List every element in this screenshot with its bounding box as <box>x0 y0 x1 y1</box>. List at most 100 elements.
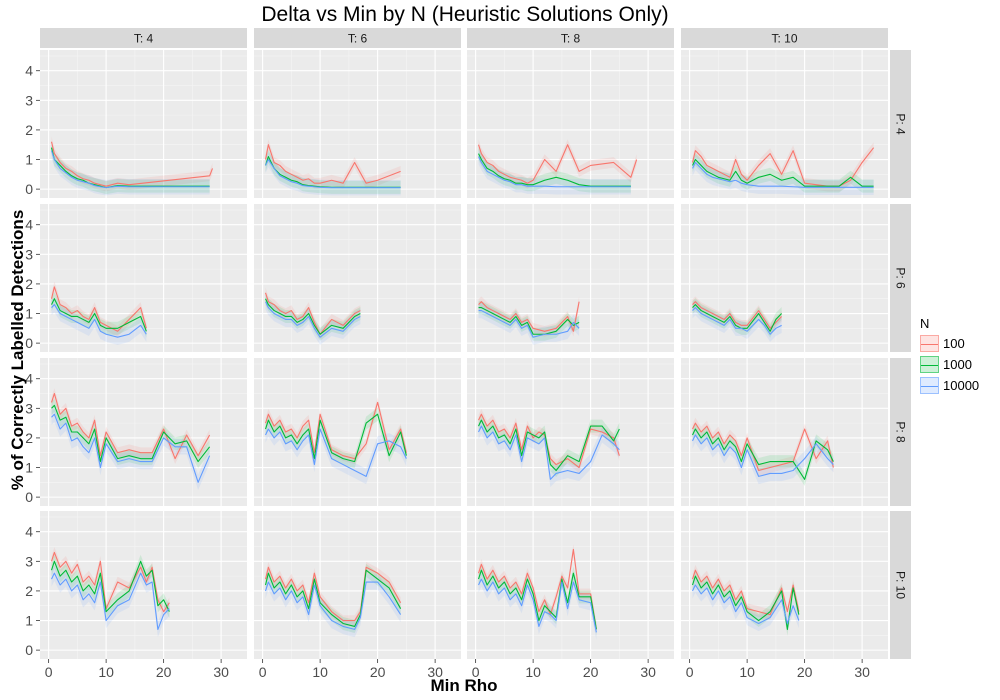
strip-label-p-8: P: 8 <box>894 421 908 443</box>
panel-t-10-p-4-ribbon-n1000 <box>692 153 874 193</box>
strip-label-p-6: P: 6 <box>894 267 908 289</box>
panel-t-10-p-6-ribbon-n10000 <box>692 299 782 342</box>
x-tick-label: 10 <box>739 664 755 680</box>
panel-t-4-p-8-series-n1000 <box>51 404 211 463</box>
panel-t-6-p-8-ribbon-n100 <box>265 397 407 464</box>
strip-label-t-4: T: 4 <box>134 32 154 46</box>
panel-t-8-p-6-series-n10000 <box>478 310 580 338</box>
legend-key-1000 <box>920 356 939 373</box>
panel-t-4-p-8-series-n10000 <box>51 413 211 483</box>
legend-label-10000: 10000 <box>943 378 980 393</box>
panel-t-4-p-4-series-n100 <box>50 141 214 187</box>
legend: N 100 1000 10000 <box>920 316 979 396</box>
panel-t-10-p-10-series-n100 <box>691 569 800 616</box>
y-tick-label: 2 <box>25 276 33 292</box>
panel-t-4-p-4-series-n10000 <box>50 150 210 189</box>
y-axis-title: % of Correctly Labelled Detections <box>8 209 27 491</box>
panel-t-10-p-6-series-n1000 <box>692 304 783 332</box>
panel-t-10-p-6-series-n100 <box>692 301 783 329</box>
panel-t-10-p-8-background <box>681 358 888 506</box>
panel-t-8-p-8-series-n100 <box>478 413 620 469</box>
y-tick-label: 2 <box>25 583 33 599</box>
panel-t-6-p-8-series-n100 <box>264 401 407 460</box>
legend-key-100 <box>920 335 939 352</box>
legend-label-1000: 1000 <box>943 357 972 372</box>
strip-label-t-6: T: 6 <box>348 32 368 46</box>
panel-t-8-p-10-series-n1000 <box>477 569 597 630</box>
panel-t-8-p-6-series-n1000 <box>478 307 580 335</box>
panel-t-8-p-8-background <box>467 358 674 506</box>
x-tick-label: 10 <box>98 664 114 680</box>
y-tick-label: 1 <box>25 306 33 322</box>
panel-t-6-p-8-series-n1000 <box>264 413 407 463</box>
x-tick-label: 30 <box>640 664 656 680</box>
panel-t-8-p-4-series-n1000 <box>478 153 631 187</box>
chart-title: Delta vs Min by N (Heuristic Solutions O… <box>261 3 669 26</box>
panel-t-8-p-6-ribbon-n100 <box>478 296 580 337</box>
legend-item-10000: 10000 <box>920 375 979 396</box>
x-tick-label: 30 <box>427 664 443 680</box>
panel-t-6-p-6-background <box>254 204 461 352</box>
panel-t-6-p-10-series-n100 <box>264 566 402 622</box>
strip-p-4 <box>890 50 911 198</box>
y-tick-label: 3 <box>25 246 33 262</box>
panel-t-6-p-10-series-n10000 <box>264 581 402 630</box>
panel-t-8-p-8-ribbon-n100 <box>478 408 620 473</box>
x-tick-label: 20 <box>797 664 813 680</box>
legend-item-1000: 1000 <box>920 354 979 375</box>
panel-t-10-p-10-series-n10000 <box>692 584 800 625</box>
y-tick-label: 2 <box>25 430 33 446</box>
panel-t-4-p-6-ribbon-n10000 <box>51 296 147 345</box>
panel-t-4-p-8-series-n100 <box>50 392 211 460</box>
legend-item-100: 100 <box>920 333 979 354</box>
panel-t-10-p-4-series-n10000 <box>692 161 874 188</box>
panel-t-10-p-6-series-n10000 <box>692 307 782 335</box>
y-tick-label: 1 <box>25 613 33 629</box>
panel-t-8-p-8-series-n1000 <box>478 419 620 472</box>
y-tick-label: 0 <box>25 642 33 658</box>
panel-t-6-p-8-series-n10000 <box>265 428 407 477</box>
panel-t-10-p-6-background <box>681 204 888 352</box>
panel-t-10-p-10-background <box>681 511 888 659</box>
panel-t-6-p-4-ribbon-n100 <box>265 139 401 189</box>
y-tick-label: 1 <box>25 460 33 476</box>
panel-t-10-p-8-ribbon-n100 <box>692 417 834 476</box>
y-tick-label: 4 <box>25 371 33 387</box>
strip-p-10 <box>890 511 911 659</box>
panel-t-4-p-6-background <box>40 204 247 352</box>
panel-t-6-p-6-ribbon-n1000 <box>265 292 361 341</box>
panel-t-4-p-10-series-n1000 <box>50 560 170 613</box>
panel-t-4-p-4-ribbon-n100 <box>51 136 213 192</box>
panel-t-10-p-10-series-n1000 <box>691 575 800 630</box>
y-tick-label: 3 <box>25 400 33 416</box>
panel-t-4-p-10-background <box>40 511 247 659</box>
panel-t-4-p-8-ribbon-n1000 <box>51 398 210 469</box>
panel-t-10-p-4-ribbon-n100 <box>692 142 874 192</box>
panel-t-8-p-6-series-n100 <box>478 301 580 332</box>
x-tick-label: 0 <box>259 664 267 680</box>
panel-t-10-p-8-series-n1000 <box>692 428 834 480</box>
panel-t-4-p-6-series-n1000 <box>51 298 147 332</box>
panel-t-6-p-8-ribbon-n10000 <box>265 421 407 485</box>
strip-t-6 <box>254 28 461 48</box>
panel-t-8-p-4-ribbon-n1000 <box>478 147 631 193</box>
y-tick-label: 0 <box>25 489 33 505</box>
legend-key-10000 <box>920 377 939 394</box>
panel-t-6-p-6-series-n1000 <box>265 298 361 335</box>
panel-t-4-p-10-series-n10000 <box>51 572 170 630</box>
y-tick-label: 0 <box>25 335 33 351</box>
x-tick-label: 0 <box>686 664 694 680</box>
panel-t-10-p-8-series-n10000 <box>692 434 834 477</box>
strip-label-t-10: T: 10 <box>771 32 797 46</box>
strip-label-p-4: P: 4 <box>894 113 908 135</box>
x-tick-label: 10 <box>525 664 541 680</box>
panel-t-6-p-10-series-n1000 <box>264 569 402 627</box>
panel-t-10-p-8-series-n100 <box>692 422 834 472</box>
panel-t-4-p-6-series-n10000 <box>51 304 147 338</box>
panel-t-4-p-10-series-n100 <box>50 551 170 613</box>
panel-t-10-p-4-ribbon-n10000 <box>692 154 874 196</box>
panel-t-4-p-6-series-n100 <box>50 286 147 332</box>
legend-label-100: 100 <box>943 336 965 351</box>
panel-t-6-p-6-series-n100 <box>264 292 361 335</box>
x-tick-label: 0 <box>45 664 53 680</box>
